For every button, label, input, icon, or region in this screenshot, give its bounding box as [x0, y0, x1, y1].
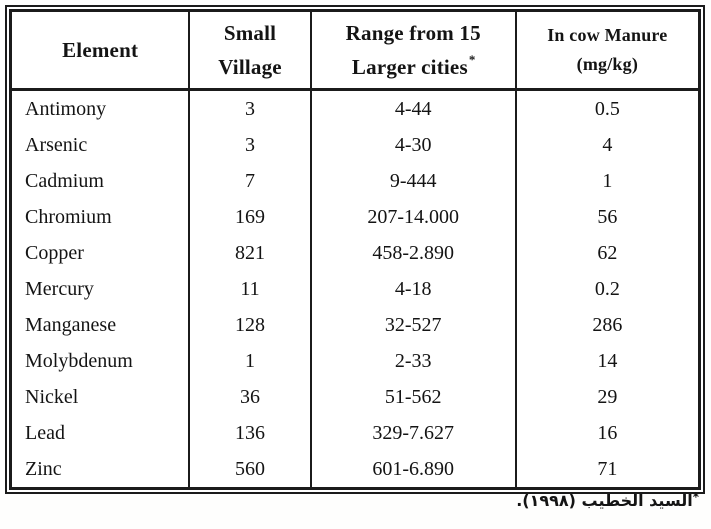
cell-element: Chromium [25, 205, 112, 228]
cell-element: Antimony [25, 97, 107, 120]
cell-manure: 56 [514, 199, 700, 235]
cell-range: 9-444 [309, 163, 516, 199]
cell-small-village: 3 [188, 127, 311, 163]
table-row: Zinc 560 601-6.890 71 [11, 451, 700, 489]
col-header-element-label: Element [62, 37, 139, 62]
cell-range: 4-30 [309, 127, 516, 163]
cell-manure: 16 [514, 415, 700, 451]
cell-manure: 286 [514, 307, 700, 343]
footnote-asterisk-icon: * [692, 490, 699, 504]
cell-element: Lead [25, 421, 65, 444]
cell-element: Cadmium [25, 169, 104, 192]
cell-small-village: 11 [188, 271, 311, 307]
cell-small-village: 1 [188, 343, 311, 379]
cell-range: 458-2.890 [309, 235, 516, 271]
table-row: Chromium 169 207-14.000 56 [11, 199, 700, 235]
cell-manure: 62 [514, 235, 700, 271]
cell-small-village: 821 [188, 235, 311, 271]
cell-range: 4-18 [309, 271, 516, 307]
col-header-manure: In cow Manure (mg/kg) [514, 10, 700, 91]
cell-small-village: 128 [188, 307, 311, 343]
elements-concentration-table: Element Small Village Range from 15 Larg… [5, 5, 705, 494]
cell-element: Manganese [25, 313, 117, 336]
table-row: Antimony 3 4-44 0.5 [11, 89, 700, 127]
header-row: Element Small Village Range from 15 Larg… [10, 10, 700, 91]
table-row: Cadmium 7 9-444 1 [11, 163, 700, 199]
cell-small-village: 136 [188, 415, 311, 451]
footnote-text: السيد الخطيب (١٩٩٨). [516, 491, 693, 510]
cell-element: Arsenic [25, 133, 88, 156]
data-table: Element Small Village Range from 15 Larg… [9, 9, 701, 490]
table-row: Molybdenum 1 2-33 14 [11, 343, 700, 379]
col-header-range: Range from 15 Larger cities* [309, 10, 516, 91]
table-row: Arsenic 3 4-30 4 [11, 127, 700, 163]
cell-manure: 14 [514, 343, 700, 379]
cell-range: 32-527 [309, 307, 516, 343]
cell-range: 601-6.890 [309, 451, 516, 489]
cell-range: 4-44 [309, 89, 516, 127]
table-row: Nickel 36 51-562 29 [11, 379, 700, 415]
cell-element: Molybdenum [25, 349, 133, 372]
col-header-small-village: Small Village [188, 10, 311, 91]
cell-small-village: 169 [188, 199, 311, 235]
cell-small-village: 36 [188, 379, 311, 415]
cell-element: Nickel [25, 385, 79, 408]
source-footnote: *السيد الخطيب (١٩٩٨). [516, 490, 699, 510]
table-row: Copper 821 458-2.890 62 [11, 235, 700, 271]
cell-manure: 29 [514, 379, 700, 415]
cell-range: 329-7.627 [309, 415, 516, 451]
cell-small-village: 3 [188, 89, 311, 127]
cell-element: Copper [25, 241, 84, 264]
table-row: Lead 136 329-7.627 16 [11, 415, 700, 451]
col-header-element: Element [10, 10, 190, 91]
cell-range: 51-562 [309, 379, 516, 415]
table-row: Mercury 11 4-18 0.2 [11, 271, 700, 307]
cell-manure: 71 [514, 451, 700, 489]
cell-manure: 0.2 [514, 271, 700, 307]
cell-small-village: 7 [188, 163, 311, 199]
cell-element: Mercury [25, 277, 94, 300]
cell-element: Zinc [25, 457, 62, 480]
table-row: Manganese 128 32-527 286 [11, 307, 700, 343]
table-header: Element Small Village Range from 15 Larg… [10, 10, 700, 91]
footnote-marker-icon: * [468, 52, 476, 67]
table-body: Antimony 3 4-44 0.5 Arsenic 3 4-30 4 Cad… [11, 89, 700, 489]
cell-manure: 4 [514, 127, 700, 163]
cell-range: 207-14.000 [309, 199, 516, 235]
cell-manure: 0.5 [514, 89, 700, 127]
cell-range: 2-33 [309, 343, 516, 379]
cell-small-village: 560 [188, 451, 311, 489]
cell-manure: 1 [514, 163, 700, 199]
